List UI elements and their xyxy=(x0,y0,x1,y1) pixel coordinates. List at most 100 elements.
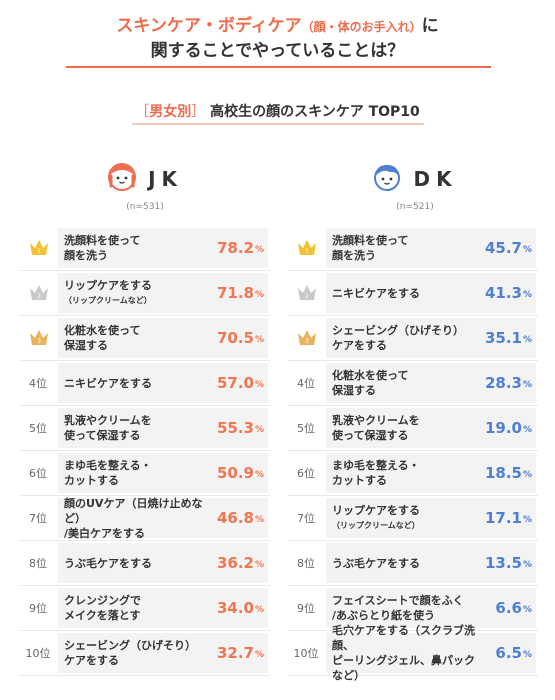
value-number: 46.8 xyxy=(216,509,254,527)
item-label-line: シェービング（ひげそり） xyxy=(64,639,196,652)
value-label: 36.2% xyxy=(217,541,264,585)
row-background xyxy=(326,498,536,538)
item-label-line: メイクを落とす xyxy=(64,609,141,622)
title-accent-small: （顔・体のお手入れ） xyxy=(301,20,422,34)
item-label: 化粧水を使って 保湿する xyxy=(332,365,482,401)
rank-number: 7位 xyxy=(29,512,47,525)
item-label: 乳液やクリームを 使って保湿する xyxy=(332,410,482,446)
item-label-line: ケアをする xyxy=(64,654,119,667)
item-label-line: 乳液やクリームを xyxy=(64,414,152,427)
item-label-line: ニキビケアをする xyxy=(332,286,420,300)
jk-header: JK (n=531) xyxy=(20,162,270,212)
value-unit: % xyxy=(522,245,532,255)
crown-rank-number: 2 xyxy=(305,293,309,300)
row-background xyxy=(326,318,536,358)
dk-rank-row: 5位 乳液やクリームを 使って保湿する 19.0% xyxy=(288,406,538,451)
value-label: 6.6% xyxy=(495,586,532,630)
rank-number: 4位 xyxy=(297,377,315,390)
item-label: フェイスシートで顔をふく/あぶらとり紙を使う xyxy=(332,590,482,626)
dk-rank-row: 10位 毛穴ケアをする（スクラブ洗顔、 ピーリングジェル、鼻パックなど） 6.5% xyxy=(288,624,538,682)
bracket-open: ［ xyxy=(135,104,150,120)
dk-rank-row: 9位 フェイスシートで顔をふく/あぶらとり紙を使う 6.6% xyxy=(288,586,538,631)
title-line-2: 関することでやっていることは？ xyxy=(150,41,405,61)
item-note: （リップクリームなど） xyxy=(332,521,420,530)
value-unit: % xyxy=(254,650,264,660)
value-number: 41.3 xyxy=(484,284,522,302)
crown-icon: 1 xyxy=(30,240,48,255)
value-label: 17.1% xyxy=(485,496,532,540)
value-number: 45.7 xyxy=(484,239,522,257)
dk-ranking-table: 1 洗顔料を使って 顔を洗う 45.7% 2 ニキビケアをする 41.3% 3 シェービング（ひ… xyxy=(288,226,538,682)
rank-number: 9位 xyxy=(297,602,315,615)
row-background xyxy=(326,543,536,583)
rank-number: 6位 xyxy=(29,467,47,480)
value-unit: % xyxy=(254,425,264,435)
jk-label: JK xyxy=(148,167,184,191)
item-label-line: リップケアをする xyxy=(332,504,420,517)
value-label: 34.0% xyxy=(217,586,264,630)
item-label-line: /あぶらとり紙を使う xyxy=(332,609,436,622)
row-background xyxy=(58,408,268,448)
item-label: うぶ毛ケアをする xyxy=(332,545,482,581)
value-unit: % xyxy=(522,470,532,480)
value-number: 13.5 xyxy=(484,554,522,572)
item-label: 洗顔料を使って 顔を洗う xyxy=(332,230,482,266)
subtitle-underline xyxy=(132,123,424,125)
value-unit: % xyxy=(522,380,532,390)
row-background xyxy=(326,633,536,673)
row-background xyxy=(58,318,268,358)
value-unit: % xyxy=(522,560,532,570)
value-unit: % xyxy=(522,605,532,615)
item-label: うぶ毛ケアをする xyxy=(64,545,214,581)
boy-face-icon xyxy=(372,162,402,196)
item-label-line: クレンジングで xyxy=(64,594,141,607)
item-label: 顔のUVケア（日焼け止めなど）/美白ケアをする xyxy=(64,497,214,540)
value-unit: % xyxy=(522,290,532,300)
dk-rank-row: 3 シェービング（ひげそり） ケアをする 35.1% xyxy=(288,316,538,361)
item-label-line: まゆ毛を整える・ xyxy=(332,459,420,472)
value-label: 55.3% xyxy=(217,406,264,450)
subtitle-text: 高校生の顔のスキンケア TOP10 xyxy=(210,104,420,120)
item-label: ニキビケアをする xyxy=(332,275,482,311)
dk-rank-row: 1 洗顔料を使って 顔を洗う 45.7% xyxy=(288,226,538,271)
rank-number: 8位 xyxy=(297,557,315,570)
jk-rank-row: 7位 顔のUVケア（日焼け止めなど）/美白ケアをする 46.8% xyxy=(20,496,270,541)
crown-icon: 3 xyxy=(298,330,316,345)
value-number: 78.2 xyxy=(216,239,254,257)
item-label-line: 化粧水を使って xyxy=(64,324,141,337)
value-number: 6.5 xyxy=(495,644,522,662)
item-label: シェービング（ひげそり） ケアをする xyxy=(332,320,482,356)
crown-rank-number: 2 xyxy=(37,293,41,300)
item-label: 乳液やクリームを 使って保湿する xyxy=(64,410,214,446)
item-label-line: 顔のUVケア（日焼け止めなど） xyxy=(64,496,203,525)
value-unit: % xyxy=(522,335,532,345)
item-label: リップケアをする （リップクリームなど） xyxy=(64,275,214,311)
value-number: 34.0 xyxy=(216,599,254,617)
value-unit: % xyxy=(254,515,264,525)
rank-number: 8位 xyxy=(29,557,47,570)
value-label: 19.0% xyxy=(485,406,532,450)
value-unit: % xyxy=(254,290,264,300)
rank-number: 10位 xyxy=(293,647,319,660)
dk-rank-row: 8位 うぶ毛ケアをする 13.5% xyxy=(288,541,538,586)
item-label-line: フェイスシートで顔をふく xyxy=(332,594,464,607)
row-background xyxy=(58,363,268,403)
row-background xyxy=(58,228,268,268)
title-accent: スキンケア・ボディケア xyxy=(116,16,302,36)
row-background xyxy=(58,273,268,313)
item-label-line: シェービング（ひげそり） xyxy=(332,324,464,337)
item-label-line: うぶ毛ケアをする xyxy=(332,556,420,570)
crown-icon: 3 xyxy=(30,330,48,345)
row-background xyxy=(326,228,536,268)
crown-rank-number: 3 xyxy=(37,338,41,345)
value-label: 18.5% xyxy=(485,451,532,495)
rank-number: 5位 xyxy=(29,422,47,435)
row-background xyxy=(326,363,536,403)
value-unit: % xyxy=(522,425,532,435)
jk-rank-row: 8位 うぶ毛ケアをする 36.2% xyxy=(20,541,270,586)
value-number: 50.9 xyxy=(216,464,254,482)
value-label: 57.0% xyxy=(217,361,264,405)
value-label: 41.3% xyxy=(485,271,532,315)
value-number: 55.3 xyxy=(216,419,254,437)
dk-rank-row: 4位 化粧水を使って 保湿する 28.3% xyxy=(288,361,538,406)
